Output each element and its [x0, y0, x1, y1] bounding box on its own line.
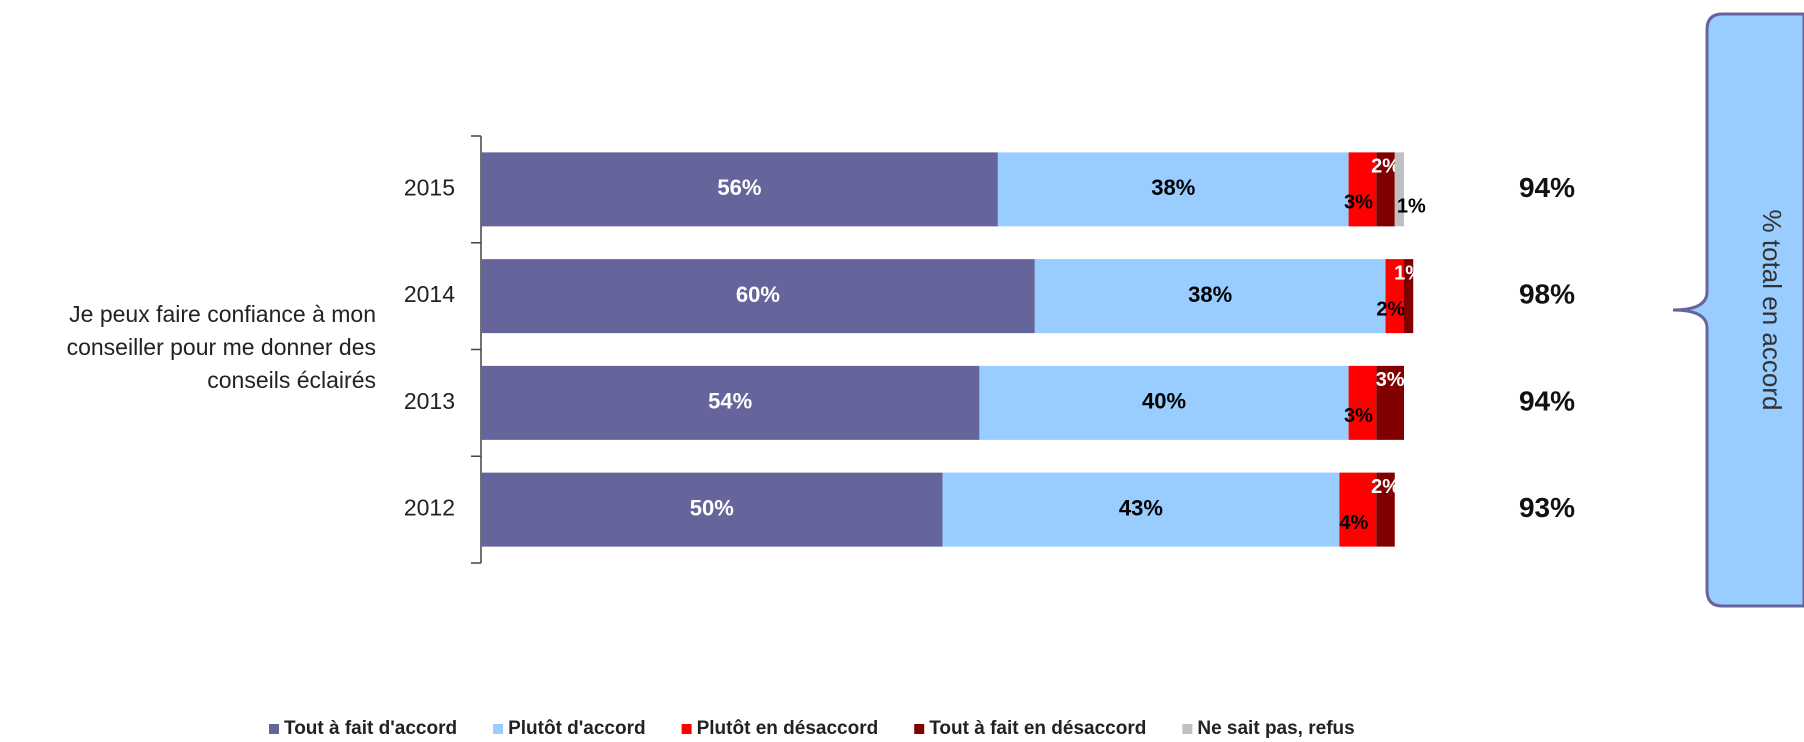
total-caption: % total en accord — [1757, 210, 1787, 411]
value-label: 56% — [717, 175, 761, 200]
category-label: 2015 — [404, 174, 455, 200]
bar-segment — [1034, 259, 1386, 334]
value-label: 2% — [1371, 476, 1400, 498]
legend-swatch — [493, 724, 504, 734]
value-label: 54% — [708, 389, 752, 414]
value-label: 40% — [1142, 389, 1186, 414]
bar-segment — [1385, 259, 1404, 334]
total-label: 98% — [1519, 279, 1575, 310]
legend-label: Plutôt d'accord — [508, 718, 646, 739]
value-label: 3% — [1344, 192, 1373, 214]
bar-segment — [481, 472, 943, 547]
category-label: 2012 — [404, 495, 455, 521]
question-label: Je peux faire confiance à mon conseiller… — [66, 301, 376, 393]
bar-segment — [1339, 472, 1377, 547]
total-label: 94% — [1519, 172, 1575, 203]
category-label: 2014 — [404, 281, 455, 307]
bar-segment — [481, 365, 980, 440]
legend-label: Plutôt en désaccord — [697, 718, 879, 739]
total-bracket — [1672, 12, 1804, 608]
value-label: 2% — [1371, 156, 1400, 178]
value-label: 60% — [736, 282, 780, 307]
bar-segment — [481, 152, 998, 227]
bar-segment — [997, 152, 1349, 227]
legend-swatch — [681, 724, 692, 734]
legend-swatch — [914, 724, 925, 734]
value-label: 4% — [1339, 512, 1368, 534]
total-label: 93% — [1519, 492, 1575, 523]
value-label: 2% — [1376, 298, 1405, 320]
bar-segment — [1348, 365, 1377, 440]
bar-segment — [942, 472, 1340, 547]
legend-label: Tout à fait en désaccord — [929, 718, 1146, 739]
value-label: 3% — [1376, 369, 1405, 391]
value-label: 43% — [1119, 495, 1163, 520]
bar-segment — [1394, 152, 1404, 227]
value-label: 1% — [1397, 196, 1426, 218]
value-label: 38% — [1151, 175, 1195, 200]
bar-segment — [1376, 152, 1395, 227]
value-label: 1% — [1394, 262, 1423, 284]
bar-segment — [1404, 259, 1414, 334]
value-label: 3% — [1344, 405, 1373, 427]
legend-swatch — [269, 724, 279, 734]
bar-segment — [979, 365, 1349, 440]
bar-segment — [1376, 472, 1395, 547]
bar-segment — [1348, 152, 1377, 227]
total-label: 94% — [1519, 385, 1575, 416]
value-label: 50% — [690, 495, 734, 520]
value-label: 38% — [1188, 282, 1232, 307]
legend-label: Tout à fait d'accord — [284, 718, 457, 739]
bar-segment — [1376, 365, 1404, 440]
category-label: 2013 — [404, 388, 455, 414]
bar-segment — [481, 259, 1035, 334]
legend-label: Ne sait pas, refus — [1197, 718, 1354, 739]
legend-swatch — [1182, 724, 1193, 734]
